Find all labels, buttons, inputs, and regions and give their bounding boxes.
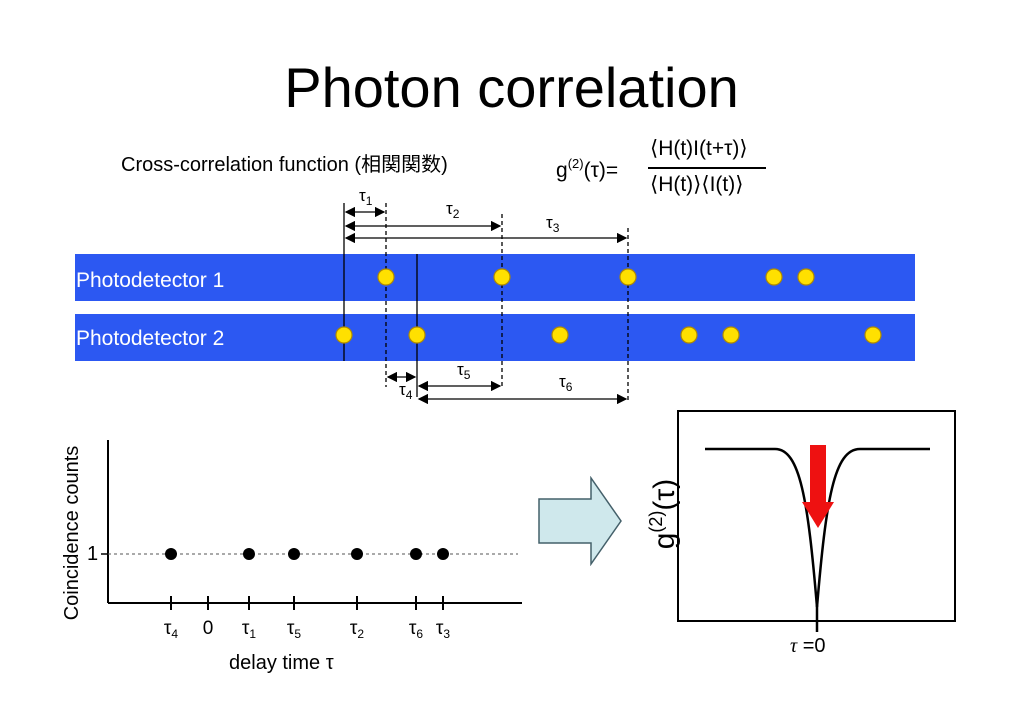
interval-label-tau2: τ2 xyxy=(446,199,460,221)
chart-point xyxy=(437,548,449,560)
g2-plot-frame xyxy=(677,410,956,622)
photon-marker xyxy=(493,268,511,286)
g2-formula: g(2)(τ)= ⟨H(t)I(t+τ)⟩ ⟨H(t)⟩⟨I(t)⟩ xyxy=(556,136,776,202)
chart-point xyxy=(288,548,300,560)
chart-point xyxy=(410,548,422,560)
interval-label-tau3: τ3 xyxy=(546,213,560,235)
chart-points xyxy=(165,548,449,560)
photon-marker xyxy=(722,326,740,344)
chart-x-tick-label: τ4 xyxy=(163,618,179,641)
photon-marker xyxy=(864,326,882,344)
chart-x-tick-label: τ1 xyxy=(241,618,257,641)
slide-title: Photon correlation xyxy=(284,56,739,119)
photon-marker xyxy=(377,268,395,286)
photon-marker xyxy=(551,326,569,344)
formula-lhs: g(2)(τ)= xyxy=(556,156,619,182)
detector-2-photons xyxy=(335,326,882,344)
interval-label-tau6: τ6 xyxy=(559,372,573,394)
detector-1-photons xyxy=(377,268,815,286)
chart-x-tick-label: τ6 xyxy=(408,618,424,641)
chart-x-tick-label: τ5 xyxy=(286,618,302,641)
chart-x-label: delay time τ xyxy=(229,652,334,674)
timing-lines xyxy=(343,203,629,405)
photon-marker xyxy=(619,268,637,286)
detector-bar-2 xyxy=(75,314,915,361)
chart-x-ticks xyxy=(170,596,444,610)
photon-marker xyxy=(680,326,698,344)
dip-down-arrow-icon xyxy=(802,445,834,528)
chart-x-tick-label: τ2 xyxy=(349,618,365,641)
chart-y-label: Coincidence counts xyxy=(61,445,83,621)
photon-marker xyxy=(408,326,426,344)
chart-x-tick-label: τ3 xyxy=(435,618,451,641)
g2-x-label: τ =0 xyxy=(790,635,826,657)
interval-label-tau4: τ4 xyxy=(399,380,413,402)
photon-marker xyxy=(797,268,815,286)
interval-label-tau1: τ1 xyxy=(359,186,373,208)
right-arrow-icon xyxy=(538,476,622,566)
chart-point xyxy=(243,548,255,560)
coincidence-chart xyxy=(101,440,522,604)
photon-marker xyxy=(765,268,783,286)
formula-fraction-bar xyxy=(648,167,766,169)
formula-denominator: ⟨H(t)⟩⟨I(t)⟩ xyxy=(650,173,744,196)
formula-numerator: ⟨H(t)I(t+τ)⟩ xyxy=(650,137,748,160)
chart-y-tick-label: 1 xyxy=(87,543,99,565)
interval-label-tau5: τ5 xyxy=(457,360,471,382)
chart-x-tick-label: 0 xyxy=(202,618,214,639)
subtitle: Cross-correlation function (相関関数) xyxy=(121,154,448,176)
detector-label-1: Photodetector 1 xyxy=(76,269,225,292)
g2-y-label: g(2)(τ) xyxy=(646,478,681,550)
chart-point xyxy=(351,548,363,560)
photon-marker xyxy=(335,326,353,344)
chart-point xyxy=(165,548,177,560)
detector-label-2: Photodetector 2 xyxy=(76,327,225,350)
